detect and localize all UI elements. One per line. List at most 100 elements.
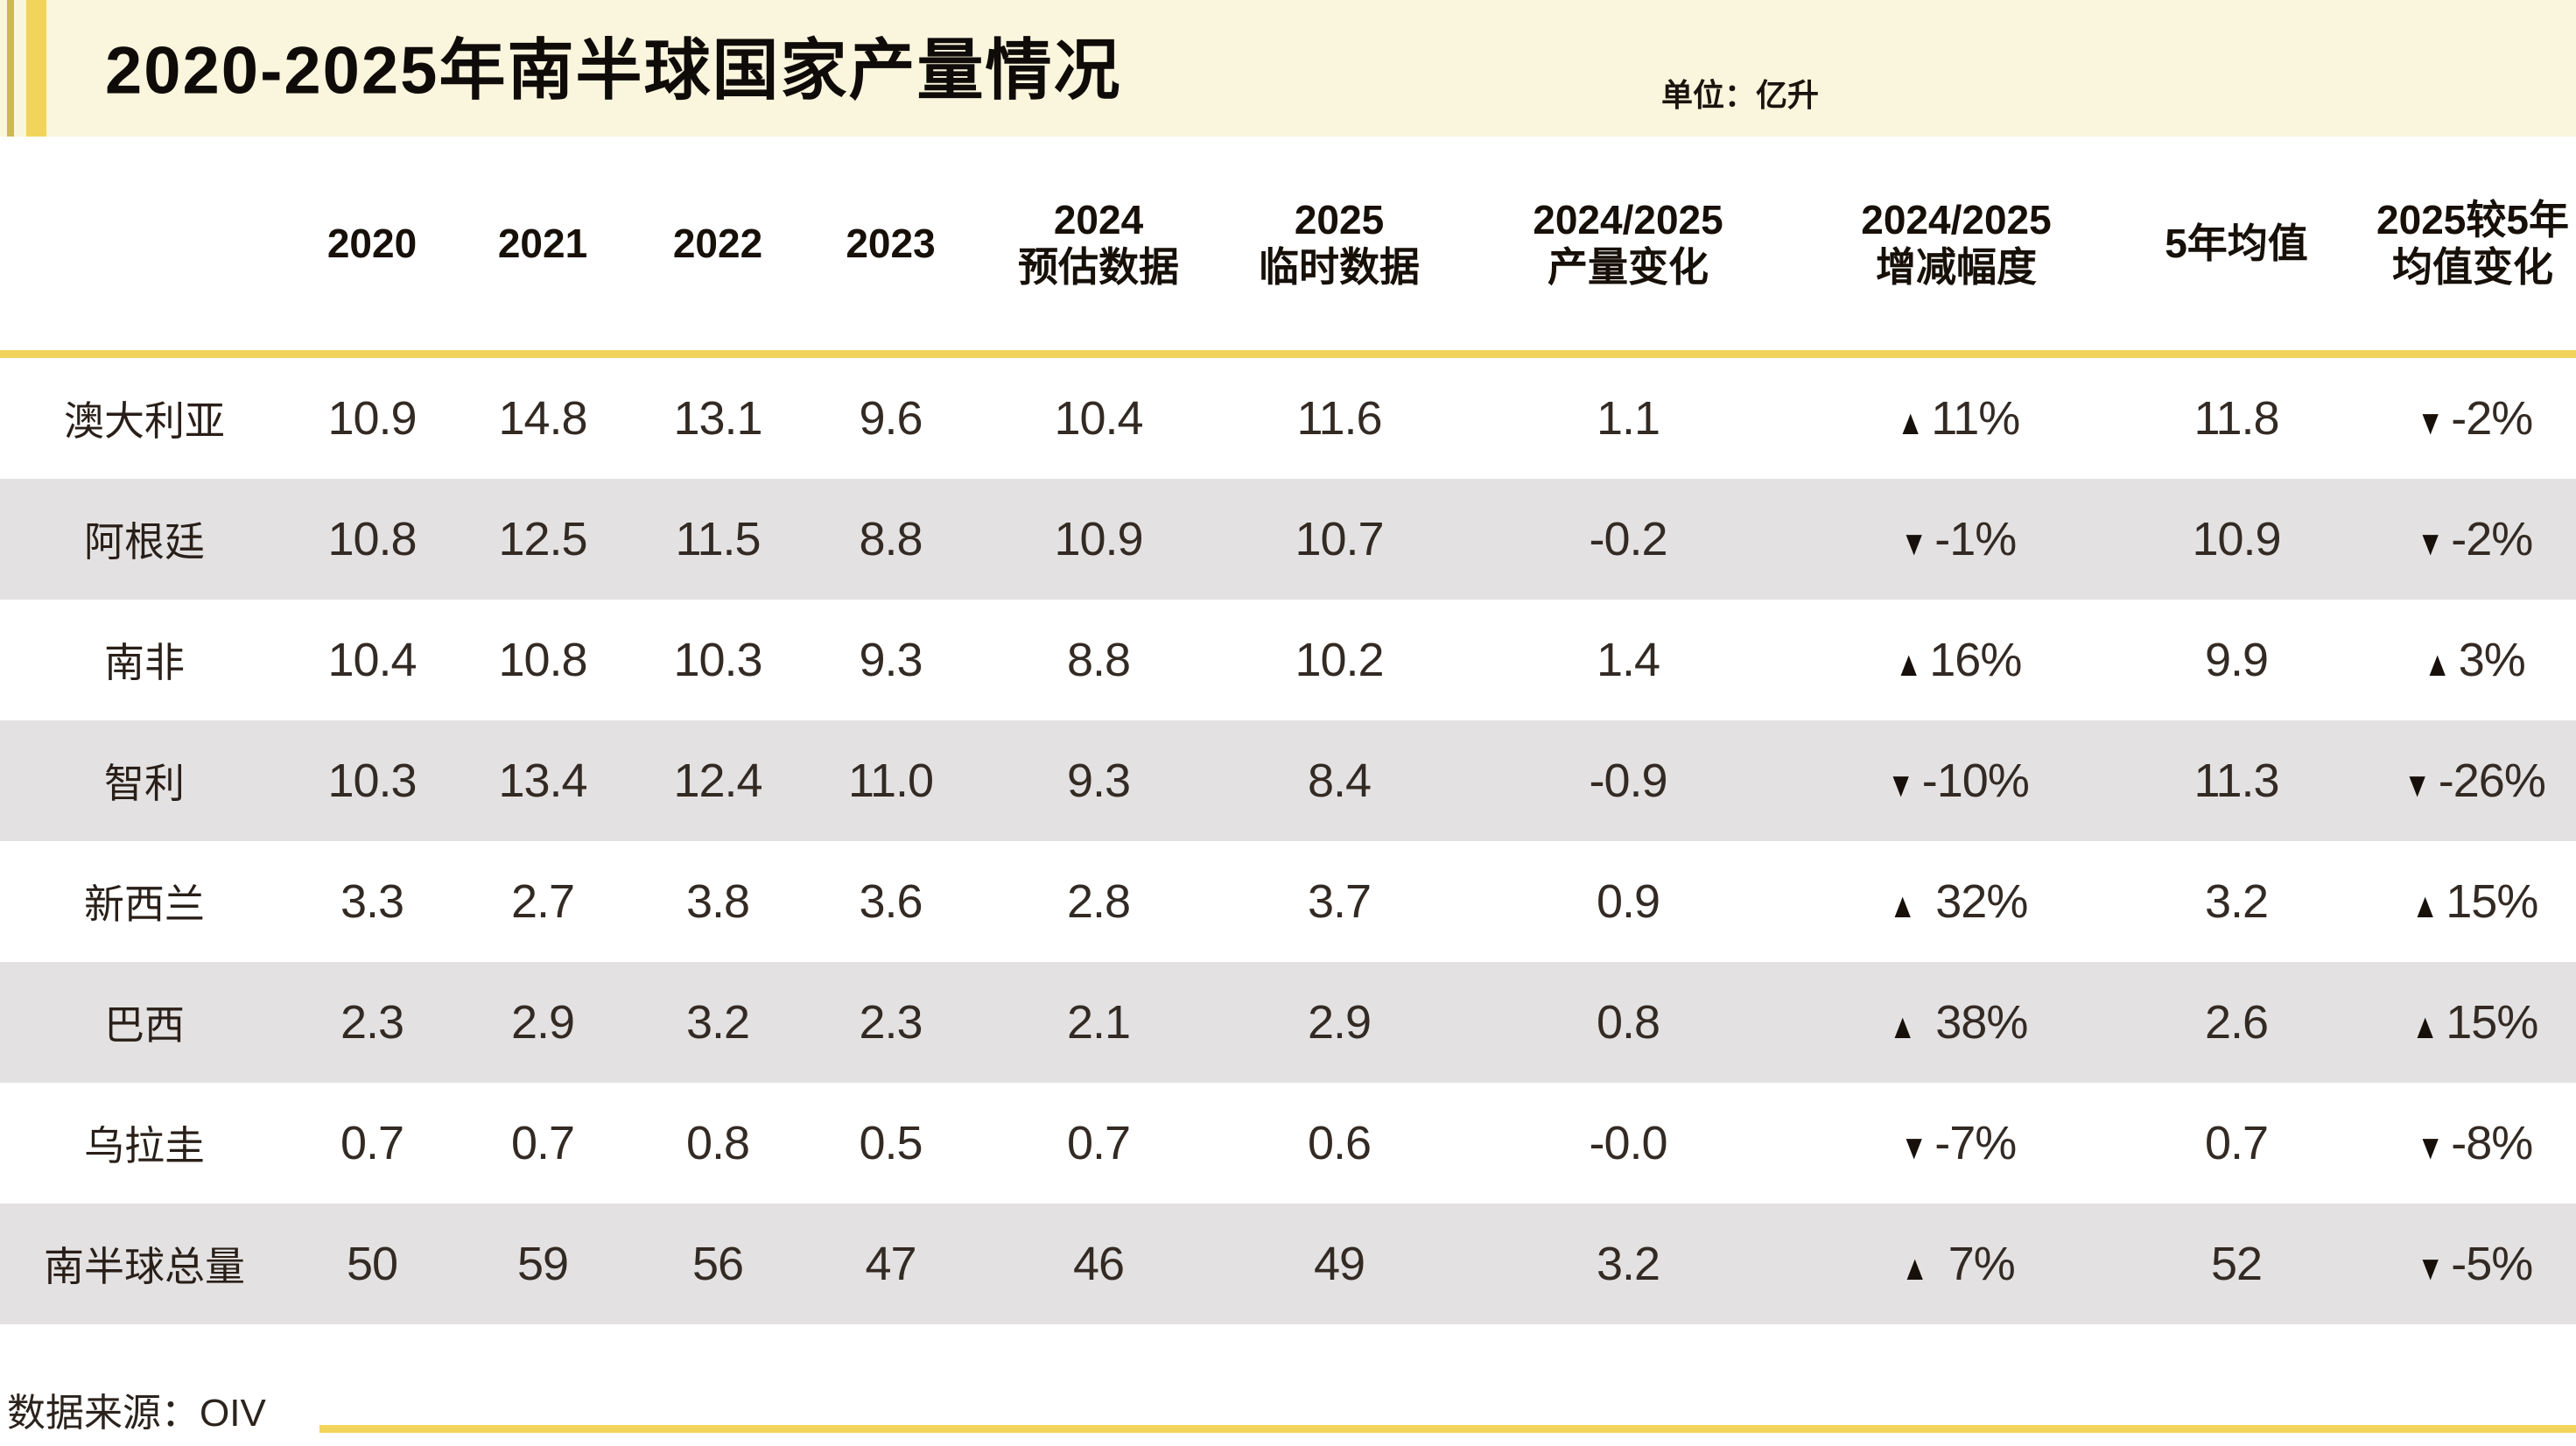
country-name: 巴西 <box>104 1002 185 1048</box>
table-row: 新西兰 3.3 2.7 3.8 3.6 2.8 3.7 0.9 ▲ 32% 3.2 ▲ 15% <box>0 841 2576 962</box>
value-cell: 10.8 <box>498 634 587 686</box>
value-cell: -0.9 <box>1589 755 1667 807</box>
change-cell: ▼ -5% <box>2359 1237 2576 1291</box>
triangle-down-icon: ▼ <box>1887 766 1914 804</box>
change-cell: ▼ -7% <box>1799 1116 2114 1170</box>
table-row: 南非 10.4 10.8 10.3 9.3 8.8 10.2 1.4 ▲ 16% 9.9 ▲ 3% <box>0 600 2576 720</box>
value-cell: 0.7 <box>340 1117 404 1169</box>
value-cell: 10.4 <box>327 634 417 686</box>
value-cell: 0.8 <box>685 1117 750 1169</box>
value-cell: 0.7 <box>2204 1117 2269 1169</box>
change-value: 11% <box>1931 392 2020 445</box>
column-header: 2024/2025 产量变化 <box>1533 196 1723 290</box>
value-cell: 3.3 <box>340 875 404 928</box>
value-cell: 1.1 <box>1596 392 1660 445</box>
value-cell: 9.9 <box>2204 634 2269 686</box>
country-name: 新西兰 <box>84 881 205 927</box>
value-cell: 56 <box>691 1238 744 1290</box>
value-cell: 0.7 <box>510 1117 575 1169</box>
value-cell: 0.9 <box>1596 875 1660 928</box>
column-header: 5年均值 <box>2165 220 2308 266</box>
value-cell: 10.3 <box>327 755 417 807</box>
accent-stripe-thick <box>26 0 46 137</box>
triangle-down-icon: ▼ <box>2404 766 2431 804</box>
footer-accent-line <box>319 1425 2576 1433</box>
header-divider-line <box>0 350 2576 358</box>
column-header: 2024/2025 增减幅度 <box>1861 196 2052 290</box>
triangle-up-icon: ▲ <box>1894 645 1922 684</box>
triangle-up-icon: ▲ <box>1888 1007 1916 1046</box>
change-value: -2% <box>2451 392 2533 445</box>
value-cell: 10.3 <box>673 634 762 686</box>
value-cell: 8.8 <box>1066 634 1131 686</box>
country-name: 阿根廷 <box>84 519 205 565</box>
table-row: 巴西 2.3 2.9 3.2 2.3 2.1 2.9 0.8 ▲ 38% 2.6 ▲ 15% <box>0 962 2576 1083</box>
value-cell: 13.1 <box>673 392 762 445</box>
value-cell: 12.4 <box>673 755 762 807</box>
value-cell: 9.3 <box>859 634 923 686</box>
column-header: 2025较5年 均值变化 <box>2376 196 2569 290</box>
value-cell: 9.6 <box>859 392 923 445</box>
accent-stripe-thin <box>7 0 14 137</box>
change-value: -10% <box>1921 755 2030 807</box>
change-cell: ▲ 16% <box>1799 633 2114 687</box>
change-value: 7% <box>1935 1238 2016 1290</box>
change-cell: ▼ -1% <box>1799 512 2114 566</box>
country-name: 南半球总量 <box>44 1244 245 1289</box>
value-cell: 0.5 <box>859 1117 923 1169</box>
change-value: -1% <box>1934 513 2017 565</box>
value-cell: 59 <box>516 1238 569 1290</box>
column-header: 2022 <box>672 220 763 266</box>
value-cell: 11.6 <box>1296 392 1382 445</box>
value-cell: 3.7 <box>1307 875 1372 928</box>
value-cell: 12.5 <box>498 513 587 565</box>
change-value: -5% <box>2451 1238 2533 1290</box>
value-cell: 10.7 <box>1295 513 1384 565</box>
change-value: 38% <box>1923 996 2028 1049</box>
table-row: 澳大利亚 10.9 14.8 13.1 9.6 10.4 11.6 1.1 ▲ 11% 11.8 ▼ -… <box>0 358 2576 479</box>
triangle-up-icon: ▲ <box>1888 887 1916 925</box>
value-cell: 3.8 <box>685 875 750 928</box>
value-cell: 13.4 <box>498 755 587 807</box>
value-cell: 8.4 <box>1307 755 1372 807</box>
value-cell: 3.2 <box>2204 875 2269 928</box>
column-header: 2024 预估数据 <box>1018 196 1179 290</box>
change-cell: ▼ -8% <box>2359 1116 2576 1170</box>
value-cell: 11.3 <box>2193 755 2279 807</box>
change-cell: ▲ 32% <box>1799 874 2114 929</box>
value-cell: 2.3 <box>340 996 404 1049</box>
value-cell: 46 <box>1072 1238 1125 1290</box>
source-label: 数据来源：OIV <box>7 1392 266 1435</box>
change-cell: ▲ 11% <box>1799 391 2114 446</box>
value-cell: 2.8 <box>1066 875 1131 928</box>
table-row: 乌拉圭 0.7 0.7 0.8 0.5 0.7 0.6 -0.0 ▼ -7% 0.7 ▼ -8% <box>0 1083 2576 1204</box>
page-title: 2020-2025年南半球国家产量情况 <box>105 33 1122 109</box>
value-cell: 11.5 <box>675 513 761 565</box>
value-cell: 3.2 <box>1596 1238 1660 1290</box>
table-row: 阿根廷 10.8 12.5 11.5 8.8 10.9 10.7 -0.2 ▼ -1% 10.9 ▼ -… <box>0 479 2576 600</box>
value-cell: 9.3 <box>1066 755 1131 807</box>
change-value: 15% <box>2446 996 2538 1049</box>
triangle-down-icon: ▼ <box>2416 1128 2444 1167</box>
value-cell: 0.6 <box>1307 1117 1372 1169</box>
table-row: 南半球总量 50 59 56 47 46 49 3.2 ▲ 7% 52 ▼ -5% <box>0 1204 2576 1324</box>
change-value: 3% <box>2458 634 2526 686</box>
change-value: 16% <box>1929 634 2022 686</box>
value-cell: 2.7 <box>510 875 575 928</box>
value-cell: 10.9 <box>327 392 417 445</box>
triangle-down-icon: ▼ <box>2416 524 2444 563</box>
value-cell: 3.2 <box>685 996 750 1049</box>
table-header-row: 2020 2021 2022 2023 2024 预估数据 2025 临时数据 2024/202… <box>0 137 2576 350</box>
triangle-down-icon: ▼ <box>2416 1249 2444 1288</box>
change-cell: ▼ -2% <box>2359 391 2576 446</box>
value-cell: 10.2 <box>1295 634 1384 686</box>
value-cell: 10.9 <box>1054 513 1143 565</box>
value-cell: 2.1 <box>1066 996 1131 1049</box>
value-cell: 8.8 <box>859 513 923 565</box>
change-cell: ▲ 3% <box>2359 633 2576 687</box>
value-cell: 50 <box>346 1238 398 1290</box>
triangle-down-icon: ▼ <box>1899 524 1927 563</box>
value-cell: 1.4 <box>1596 634 1660 686</box>
change-cell: ▲ 15% <box>2359 874 2576 929</box>
triangle-down-icon: ▼ <box>1899 1128 1927 1167</box>
